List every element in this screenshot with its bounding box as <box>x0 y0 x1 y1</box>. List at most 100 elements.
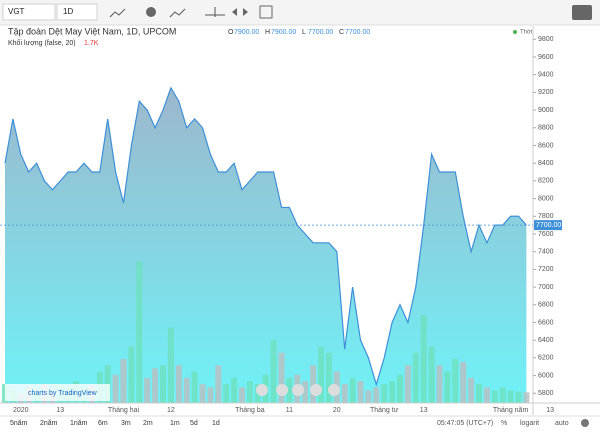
volume-bar <box>183 377 190 403</box>
volume-bar <box>373 387 380 403</box>
settings-icon[interactable] <box>146 7 156 17</box>
last-price-label: 7700.00 <box>536 222 561 229</box>
volume-bar <box>231 377 238 403</box>
y-tick-label: 9800 <box>538 36 554 43</box>
volume-bar <box>515 391 522 403</box>
chart-title: Tập đoàn Dệt May Việt Nam, 1D, UPCOM <box>8 26 176 36</box>
range-button[interactable]: 6m <box>98 420 108 427</box>
volume-bar <box>310 365 317 403</box>
y-tick-label: 7000 <box>538 284 554 291</box>
undo-redo-icon[interactable] <box>232 8 248 16</box>
volume-bar <box>175 365 182 403</box>
volume-bar <box>428 346 435 403</box>
volume-bar <box>136 261 143 403</box>
plot <box>2 86 530 403</box>
fullscreen-icon[interactable] <box>259 5 273 19</box>
volume-bar <box>507 390 514 403</box>
y-tick-label: 8200 <box>538 178 554 185</box>
camera-icon[interactable] <box>572 5 592 20</box>
volume-bar <box>199 384 206 403</box>
range-button[interactable]: 1d <box>212 420 220 427</box>
volume-bar <box>444 371 451 403</box>
branding[interactable]: charts by TradingView <box>28 390 98 397</box>
volume-bar <box>112 374 119 403</box>
volume-bar <box>397 374 403 403</box>
toolbar <box>0 0 600 25</box>
branding-box <box>5 384 110 401</box>
x-tick-label: 20 <box>333 407 341 414</box>
range-button[interactable]: 2m <box>143 420 153 427</box>
ohlc-key: L <box>302 29 306 36</box>
y-tick-label: 7800 <box>538 213 554 220</box>
x-tick-label: 13 <box>546 407 554 414</box>
volume-bar <box>420 315 427 403</box>
symbol-box[interactable] <box>2 3 56 21</box>
volume-bar <box>286 377 293 403</box>
volume-bar <box>223 384 230 403</box>
range-button[interactable]: 3m <box>121 420 131 427</box>
range-button[interactable]: 1m <box>170 420 180 427</box>
range-button[interactable]: 5d <box>190 420 198 427</box>
volume-bar <box>381 384 388 403</box>
y-tick-label: 8800 <box>538 125 554 132</box>
y-tick-label: 7600 <box>538 231 554 238</box>
footer-percent[interactable]: % <box>501 420 507 427</box>
volume-bar <box>468 377 475 403</box>
volume-bar <box>128 346 135 403</box>
x-tick-label: Tháng hai <box>108 407 140 414</box>
y-tick-label: 5800 <box>538 390 554 397</box>
y-tick-label: 9600 <box>538 54 554 61</box>
nav-buttons[interactable] <box>256 384 340 396</box>
volume-bar <box>404 365 411 403</box>
y-axis-bg <box>533 26 600 403</box>
ohlc-value: 7900.00 <box>271 29 296 36</box>
footer-settings[interactable] <box>581 419 589 427</box>
y-tick-label: 6800 <box>538 302 554 309</box>
volume-bar <box>152 368 159 403</box>
chart-style-icon[interactable] <box>109 8 126 18</box>
y-tick-label: 8000 <box>538 195 554 202</box>
volume-bar <box>215 365 222 403</box>
volume-bar <box>318 346 324 403</box>
interval: 1D <box>63 7 73 16</box>
price-line <box>4 86 527 387</box>
volume-bar <box>144 377 151 403</box>
volume-bar <box>365 390 372 403</box>
footer-auto[interactable]: auto <box>555 420 569 427</box>
range-button[interactable]: 2năm <box>40 420 58 427</box>
volume-bar <box>191 371 198 403</box>
volume-bar <box>341 384 348 403</box>
x-tick-label: 2020 <box>13 407 29 414</box>
volume-bar <box>436 365 443 403</box>
interval-box[interactable] <box>56 3 98 21</box>
y-tick-label: 7400 <box>538 249 554 256</box>
volume-bar <box>302 381 309 403</box>
volume-bar <box>270 340 277 403</box>
x-tick-label: Tháng ba <box>235 407 265 414</box>
indicators-icon[interactable] <box>169 8 186 18</box>
ohlc-value: 7700.00 <box>308 29 333 36</box>
volume-bar <box>389 381 396 403</box>
volume-bar <box>167 327 174 403</box>
ohlc-key: O <box>228 29 234 36</box>
volume-bar <box>349 377 356 403</box>
ohlc-key: C <box>339 29 344 36</box>
y-tick-label: 6200 <box>538 355 554 362</box>
y-tick-label: 8400 <box>538 160 554 167</box>
volume-bar <box>483 387 490 403</box>
range-button[interactable]: 5năm <box>10 420 28 427</box>
volume-bar <box>325 352 332 403</box>
y-tick-label: 6400 <box>538 337 554 344</box>
volume-bar <box>452 359 459 403</box>
compare-icon[interactable] <box>205 7 225 17</box>
symbol: VGT <box>8 7 25 16</box>
y-tick-label: 9000 <box>538 107 554 114</box>
footer-log[interactable]: logarit <box>520 420 539 427</box>
y-tick-label: 6600 <box>538 319 554 326</box>
range-button[interactable]: 1năm <box>70 420 88 427</box>
volume-legend-value: 1.7K <box>84 40 99 47</box>
volume-legend: Khối lượng (false, 20) <box>8 38 76 47</box>
y-tick-label: 9400 <box>538 72 554 79</box>
volume-bar <box>357 381 364 403</box>
volume-bar <box>120 359 127 403</box>
